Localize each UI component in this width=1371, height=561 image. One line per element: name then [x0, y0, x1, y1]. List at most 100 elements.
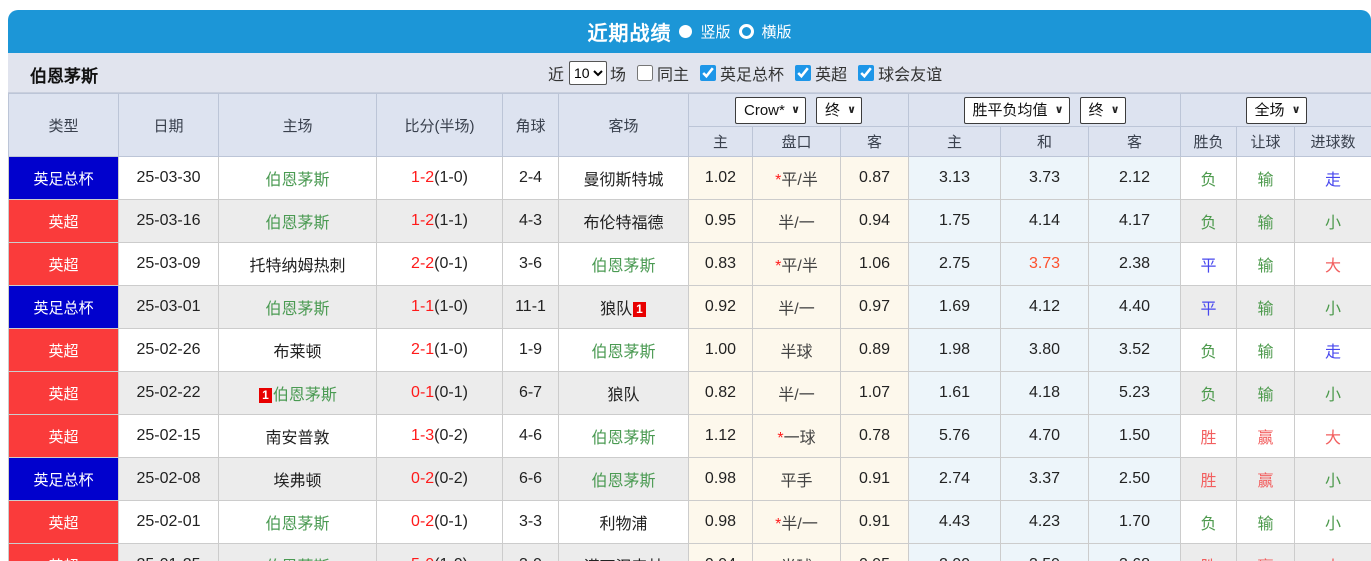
avg-draw: 3.59 — [1000, 543, 1090, 561]
result-handicap: 赢 — [1236, 543, 1296, 561]
away-team-name: 伯恩茅斯 — [591, 473, 656, 490]
avg-metric-select[interactable]: 胜平负均值 — [963, 96, 1070, 124]
vertical-layout-label[interactable]: 竖版 — [700, 24, 731, 41]
match-date: 25-02-22 — [118, 371, 219, 415]
home-team-name: 布莱顿 — [273, 344, 322, 361]
bookmaker-select[interactable]: Crow* — [735, 96, 806, 124]
fa-cup-checkbox[interactable] — [700, 64, 717, 81]
result-goals: 走 — [1294, 328, 1371, 372]
star-marker: * — [777, 430, 784, 447]
odds-home: 0.94 — [688, 543, 753, 561]
horizontal-layout-radio[interactable] — [738, 24, 754, 39]
result-goals: 大 — [1294, 543, 1371, 561]
avg-away: 1.70 — [1088, 500, 1182, 544]
match-date: 25-03-30 — [118, 156, 219, 200]
corner-score: 6-7 — [502, 371, 559, 415]
match-type-badge: 英超 — [8, 242, 119, 286]
odds-home: 0.98 — [688, 500, 753, 544]
match-type-badge: 英足总杯 — [8, 285, 119, 329]
result-handicap: 输 — [1236, 500, 1296, 544]
result-winlose: 平 — [1180, 285, 1238, 329]
handicap-line-text: 半/一 — [778, 215, 815, 232]
results-table: 类型 日期 主场 比分(半场) 角球 客场 Crow* ∨ — [8, 93, 1371, 561]
odds-home: 1.12 — [688, 414, 753, 458]
header-type: 类型 — [8, 93, 119, 157]
away-team-name: 诺丁汉森林 — [583, 559, 663, 561]
result-winlose: 负 — [1180, 371, 1238, 415]
avg-home: 1.69 — [908, 285, 1002, 329]
odds-home: 0.92 — [688, 285, 753, 329]
handicap-line: 平手 — [752, 457, 841, 501]
friendly-label[interactable]: 球会友谊 — [878, 66, 943, 84]
header-odds-away: 客 — [839, 126, 910, 157]
result-handicap: 输 — [1236, 242, 1296, 286]
same-home-label[interactable]: 同主 — [657, 66, 690, 84]
score: 5-0(1-0) — [376, 543, 503, 561]
home-team-name: 南安普敦 — [265, 430, 330, 447]
scope-select[interactable]: 全场 — [1245, 96, 1307, 124]
result-goals: 小 — [1294, 457, 1371, 501]
fa-cup-label[interactable]: 英足总杯 — [720, 66, 785, 84]
epl-checkbox[interactable] — [795, 64, 812, 81]
result-goals: 大 — [1294, 242, 1371, 286]
odds-time-select[interactable]: 终 — [816, 96, 862, 124]
matches-label: 场 — [610, 66, 627, 84]
horizontal-layout-label[interactable]: 横版 — [761, 24, 792, 41]
home-team-name: 伯恩茅斯 — [265, 215, 330, 232]
avg-away: 3.52 — [1088, 328, 1182, 372]
fulltime-score: 0-1 — [411, 384, 435, 401]
match-date: 25-02-08 — [118, 457, 219, 501]
header-date: 日期 — [118, 93, 219, 157]
page-title: 近期战绩 — [587, 23, 672, 45]
result-winlose: 胜 — [1180, 457, 1238, 501]
match-type-badge: 英超 — [8, 371, 119, 415]
recent-count-select[interactable]: 10 — [569, 60, 608, 85]
handicap-line-text: 一球 — [783, 430, 816, 447]
table-row: 英足总杯 25-03-01 伯恩茅斯 1-1(1-0) 11-1 狼队 1 0.9… — [8, 285, 1371, 329]
result-handicap: 赢 — [1236, 414, 1296, 458]
result-goals: 小 — [1294, 371, 1371, 415]
match-type-badge: 英超 — [8, 328, 119, 372]
title-bar: 近期战绩 竖版 横版 — [8, 10, 1371, 53]
halftime-score: (1-1) — [434, 212, 468, 229]
match-type-badge: 英超 — [8, 199, 119, 243]
handicap-line: 半/一 — [752, 285, 841, 329]
away-team-name: 利物浦 — [599, 516, 648, 533]
match-type-badge: 英超 — [8, 414, 119, 458]
avg-draw: 4.12 — [1000, 285, 1090, 329]
recent-label: 近 — [548, 66, 565, 84]
home-team: 伯恩茅斯 — [218, 285, 377, 329]
friendly-checkbox[interactable] — [858, 64, 875, 81]
fulltime-score: 2-1 — [411, 341, 435, 358]
same-home-checkbox[interactable] — [637, 64, 654, 81]
epl-label[interactable]: 英超 — [815, 66, 848, 84]
score: 1-3(0-2) — [376, 414, 503, 458]
away-team: 利物浦 — [558, 500, 689, 544]
away-team-name: 伯恩茅斯 — [591, 258, 656, 275]
avg-draw: 4.18 — [1000, 371, 1090, 415]
halftime-score: (1-0) — [434, 298, 468, 315]
red-card-badge: 1 — [259, 388, 272, 403]
odds-group-header: Crow* ∨ 终 ∨ — [687, 93, 910, 127]
vertical-layout-radio[interactable] — [679, 25, 693, 38]
away-team: 伯恩茅斯 — [558, 457, 689, 501]
result-goals: 小 — [1294, 500, 1371, 544]
avg-metric-select-wrap: 胜平负均值 ∨ — [963, 96, 1070, 124]
handicap-line-text: 半/一 — [778, 387, 815, 404]
fulltime-score: 1-2 — [411, 212, 435, 229]
handicap-line: *平/半 — [752, 242, 841, 286]
odds-away: 0.78 — [839, 414, 910, 458]
avg-time-select[interactable]: 终 — [1079, 96, 1126, 124]
corner-score: 4-6 — [502, 414, 559, 458]
odds-away: 0.91 — [839, 457, 910, 501]
away-team-name: 伯恩茅斯 — [591, 344, 656, 361]
away-team: 伯恩茅斯 — [558, 328, 689, 372]
odds-away: 0.95 — [839, 543, 910, 561]
table-row: 英超 25-02-26 布莱顿 2-1(1-0) 1-9 伯恩茅斯 1.00 半… — [8, 328, 1371, 372]
avg-home: 4.43 — [908, 500, 1002, 544]
handicap-line: 半球 — [752, 543, 841, 561]
match-date: 25-03-16 — [118, 199, 219, 243]
fulltime-score: 1-1 — [411, 298, 435, 315]
match-date: 25-02-15 — [118, 414, 219, 458]
corner-score: 3-3 — [502, 500, 559, 544]
